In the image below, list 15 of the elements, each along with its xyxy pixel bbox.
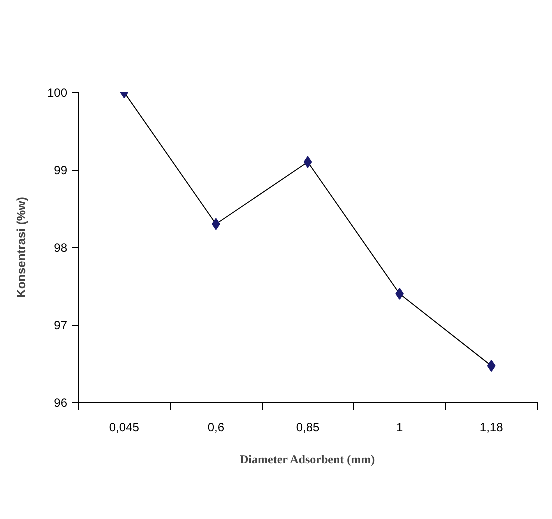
y-tick-label: 97 [54, 318, 68, 332]
y-tick-label: 99 [54, 164, 68, 178]
x-tick-label: 1,18 [480, 420, 504, 434]
y-tick-label: 98 [54, 241, 68, 255]
point [304, 156, 312, 168]
point [487, 360, 496, 372]
x-tick-label: 1 [396, 420, 404, 434]
y-tick-label: 100 [47, 86, 68, 100]
x-tick-label: 0,85 [296, 420, 320, 434]
point [396, 288, 404, 300]
x-tick-label: 0,6 [208, 420, 225, 434]
y-axis-title: Konsentrasi (%w) [14, 197, 28, 298]
x-axis-title: Diameter Adsorbent (mm) [240, 452, 376, 466]
x-tick-label: 0,045 [109, 420, 140, 434]
y-tick-label: 96 [54, 396, 68, 410]
